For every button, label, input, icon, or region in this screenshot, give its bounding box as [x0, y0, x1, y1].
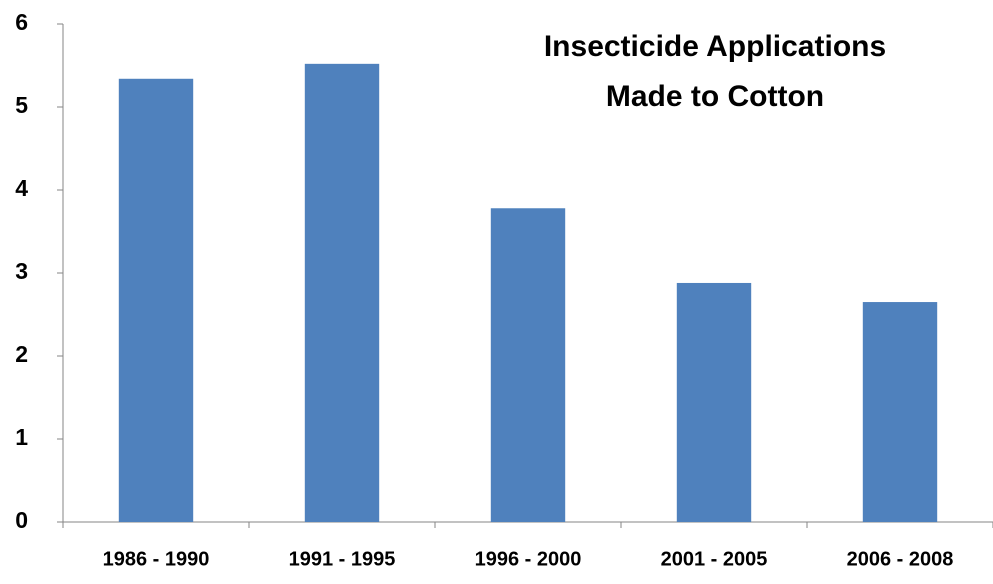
y-tick-label: 5: [15, 92, 28, 118]
x-tick-label: 2001 - 2005: [661, 548, 768, 570]
y-tick-label: 4: [15, 175, 28, 201]
y-tick-label: 3: [15, 258, 28, 284]
y-tick-label: 2: [15, 341, 28, 367]
x-tick-label: 2006 - 2008: [847, 548, 954, 570]
x-tick-label: 1996 - 2000: [475, 548, 582, 570]
bar: [490, 208, 566, 522]
chart-title: Insecticide Applications: [544, 30, 886, 63]
x-tick-label: 1991 - 1995: [289, 548, 396, 570]
y-tick-label: 0: [15, 507, 28, 533]
bar: [304, 63, 380, 523]
y-tick-label: 6: [15, 9, 28, 35]
x-tick-label: 1986 - 1990: [103, 548, 210, 570]
bar: [676, 282, 752, 522]
chart-title: Made to Cotton: [606, 80, 824, 113]
bar: [118, 78, 194, 522]
bar: [862, 302, 938, 522]
y-tick-label: 1: [15, 424, 28, 450]
